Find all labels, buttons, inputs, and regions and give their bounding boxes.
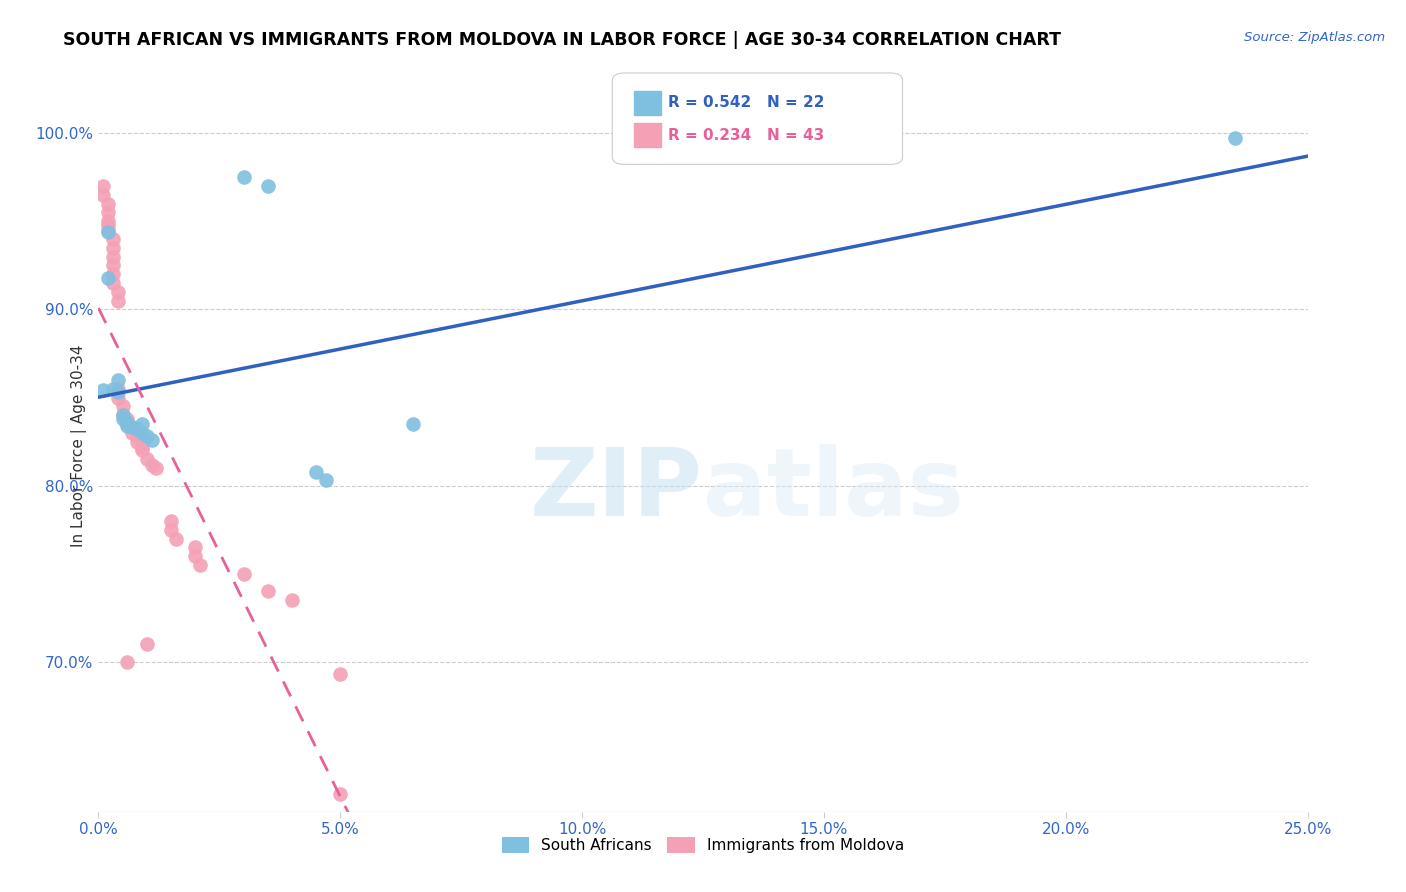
Point <box>232 170 254 185</box>
Point <box>101 232 124 246</box>
Point <box>101 276 124 290</box>
Bar <box>634 123 661 147</box>
Point <box>107 382 129 396</box>
Point <box>111 411 134 425</box>
Point <box>101 258 124 272</box>
Point <box>402 417 425 431</box>
Point <box>97 270 120 285</box>
Point <box>97 225 120 239</box>
Point <box>101 382 124 396</box>
Y-axis label: In Labor Force | Age 30-34: In Labor Force | Age 30-34 <box>72 344 87 548</box>
Point <box>107 373 129 387</box>
Point <box>281 593 304 607</box>
Point <box>135 429 157 443</box>
Point <box>121 420 143 434</box>
Point <box>117 418 139 433</box>
Point <box>91 179 114 194</box>
Text: Source: ZipAtlas.com: Source: ZipAtlas.com <box>1244 31 1385 45</box>
Text: R = 0.234   N = 43: R = 0.234 N = 43 <box>668 128 824 143</box>
Point <box>135 637 157 651</box>
Point <box>117 415 139 429</box>
Point <box>107 285 129 299</box>
Point <box>256 179 278 194</box>
Point <box>117 417 139 431</box>
Point <box>160 523 183 537</box>
FancyBboxPatch shape <box>613 73 903 164</box>
Point <box>131 440 153 454</box>
Point <box>160 514 183 528</box>
Point <box>91 384 114 398</box>
Text: ZIP: ZIP <box>530 444 703 536</box>
Point <box>101 250 124 264</box>
Point <box>305 465 328 479</box>
Point <box>117 411 139 425</box>
Point <box>111 400 134 414</box>
Point <box>107 391 129 405</box>
Point <box>165 532 187 546</box>
Point <box>232 566 254 581</box>
Point <box>101 241 124 255</box>
Point <box>184 549 207 563</box>
Point <box>184 541 207 555</box>
Point <box>188 558 211 572</box>
Point <box>131 443 153 458</box>
Point <box>256 584 278 599</box>
Point <box>1223 131 1246 145</box>
Bar <box>634 90 661 115</box>
Point <box>121 425 143 440</box>
Point <box>117 655 139 669</box>
Point <box>97 218 120 232</box>
Text: SOUTH AFRICAN VS IMMIGRANTS FROM MOLDOVA IN LABOR FORCE | AGE 30-34 CORRELATION : SOUTH AFRICAN VS IMMIGRANTS FROM MOLDOVA… <box>63 31 1062 49</box>
Point <box>131 425 153 440</box>
Point <box>127 422 149 436</box>
Point <box>315 474 337 488</box>
Point <box>111 408 134 422</box>
Point <box>107 293 129 308</box>
Point <box>101 267 124 281</box>
Point <box>121 420 143 434</box>
Legend: South Africans, Immigrants from Moldova: South Africans, Immigrants from Moldova <box>495 830 911 859</box>
Point <box>145 461 167 475</box>
Text: atlas: atlas <box>703 444 965 536</box>
Point <box>91 187 114 202</box>
Point <box>127 429 149 443</box>
Point <box>111 408 134 422</box>
Point <box>141 433 163 447</box>
Point <box>97 196 120 211</box>
Point <box>127 434 149 449</box>
Point <box>97 223 120 237</box>
Point <box>131 417 153 431</box>
Point <box>141 458 163 472</box>
Point <box>329 667 352 681</box>
Point <box>97 205 120 219</box>
Point <box>107 385 129 400</box>
Text: R = 0.542   N = 22: R = 0.542 N = 22 <box>668 95 824 111</box>
Point <box>97 214 120 228</box>
Point <box>329 787 352 801</box>
Point <box>135 452 157 467</box>
